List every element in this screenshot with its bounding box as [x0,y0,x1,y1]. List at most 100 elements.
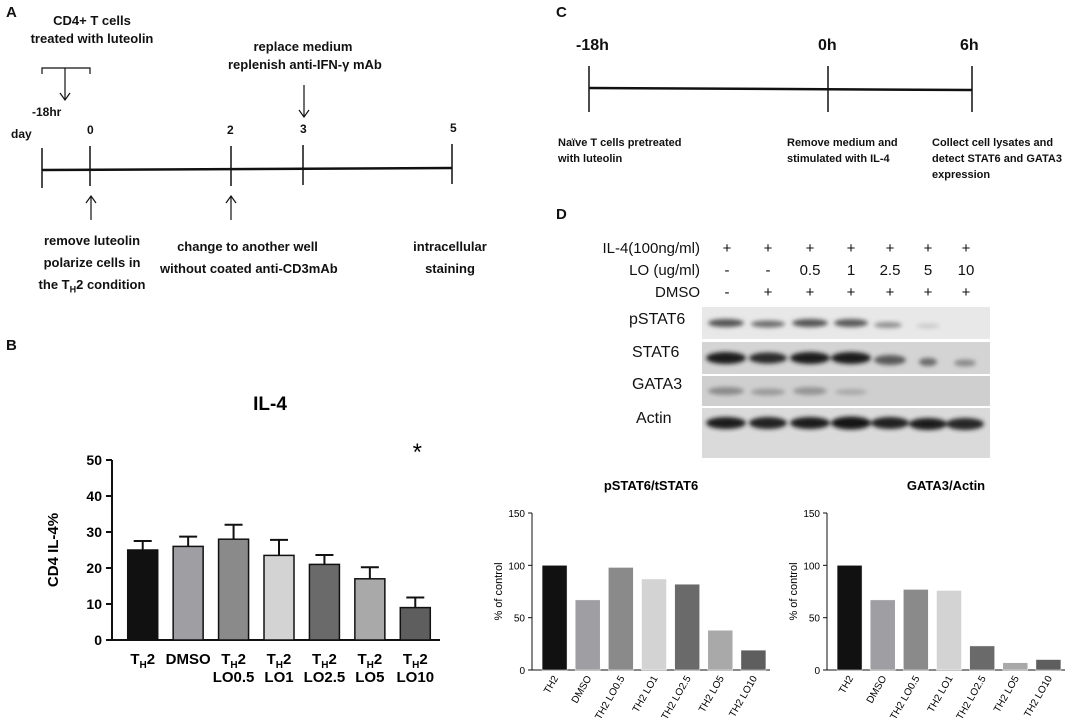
chart-il4-ytick-label: 10 [86,596,102,612]
chart-il4-xtick-main: T [403,651,412,668]
band-stat6-2 [749,352,787,364]
chart-il4-xtick-tail: 2 [147,651,155,668]
chart-gata3-bar [869,599,896,671]
a-change-label: change to another well without coated an… [160,236,338,280]
chart-il4-xtick-sub: H [412,660,419,671]
chart-gata3-xtick-label: TH2 LO0.5 [888,674,922,722]
chart-il4-xtick-main: DMSO [166,651,211,668]
a-remove-line2: polarize cells in [43,255,141,270]
chart-pstat6-bar [608,567,634,671]
chart-gata3-xtick-label: TH2 LO2.5 [955,674,989,722]
band-pstat6-6 [916,324,940,328]
chart-il4-xtick-label: TH2 [267,651,292,671]
chart-pstat6: pSTAT6/tSTAT6 0 50 100 150 % of control TH2 DMS… [493,478,770,722]
d-treatment-value: - [724,262,730,279]
d-treatment-value: 0.5 [799,262,821,279]
d-treatment-label: DMSO [655,284,700,301]
a-bracket [41,67,91,74]
chart-il4-ytick-label: 50 [86,452,102,468]
a-remove-label: remove luteolin polarize cells in the TH… [22,230,162,301]
chart-il4-xtick-tail: 2 [238,651,246,668]
chart-pstat6-bar [707,629,734,671]
band-pstat6-5 [874,322,902,328]
a-tick-5: 5 [450,121,457,135]
c-remove-label: Remove medium and stimulated with IL-4 [787,135,898,167]
a-remove-line3: the TH2 condition [22,274,162,301]
chart-pstat6-ytick-label: 150 [508,509,525,520]
a-intra-line1: intracellular [413,239,487,254]
chart-il4-ytick-label: 30 [86,524,102,540]
chart-il4-xtick-line2: LO0.5 [213,669,255,686]
c-remove-line2: stimulated with IL-4 [787,153,890,165]
a-arrow-up-2-head [225,194,237,204]
d-treatment-value: + [805,284,815,301]
chart-gata3-bar [936,590,962,671]
band-gata3-4 [835,389,867,395]
band-pstat6-3 [792,319,828,327]
chart-pstat6-xtick-label: TH2 LO0.5 [593,674,627,722]
chart-il4-xtick-sub: H [230,660,237,671]
chart-il4-ytick-label: 40 [86,488,102,504]
a-change-line1: change to another well [177,239,318,254]
chart-gata3-bar [1002,662,1029,671]
a-change-line2: without coated anti-CD3mAb [160,261,338,276]
a-replace-line1: replace medium [253,39,353,54]
chart-gata3-ytick-label: 50 [809,614,821,625]
chart-gata3-xtick-label: TH2 LO1 [926,674,956,715]
chart-pstat6-ytick-label: 100 [508,561,525,572]
band-actin-3 [790,417,830,429]
c-collect-line3: expression [932,169,991,181]
c-naive-line1: Naïve T cells pretreated [558,137,682,149]
panel-letter-c: C [556,4,567,21]
chart-gata3-xtick-label: DMSO [865,674,890,706]
a-day-label: day [11,127,32,141]
chart-il4-ylabel: CD4 IL-4% [45,513,62,587]
c-time-6: 6h [960,37,979,54]
c-time-0: 0h [818,37,837,54]
a-intra-line2: staining [425,261,475,276]
d-treatment-value: 1 [846,262,856,279]
a-tick-0: 0 [87,123,94,137]
chart-pstat6-xtick-label: TH2 LO1 [631,674,661,715]
d-treatment-value: 2.5 [879,262,901,279]
chart-pstat6-bar [674,583,700,671]
chart-il4-xtick-label: TH2 [357,651,382,671]
c-collect-label: Collect cell lysates and detect STAT6 an… [932,135,1062,183]
chart-gata3-ylabel: % of control [788,562,800,620]
chart-il4-xtick-tail: 2 [328,651,336,668]
d-treatment-value: + [885,284,895,301]
chart-il4-xtick-main: T [312,651,321,668]
chart-gata3-bar [836,565,863,671]
a-replace-label: replace medium replenish anti-IFN-γ mAb [228,38,382,74]
chart-il4-xtick-line2: LO1 [264,669,293,686]
c-timeline-svg [588,66,973,112]
d-treatment-value: + [763,284,773,301]
a-minus18: -18hr [32,105,62,119]
band-actin-7 [946,418,984,430]
chart-il4-title: IL-4 [253,394,287,415]
d-treatment-value: + [846,240,856,257]
c-collect-line1: Collect cell lysates and [932,137,1054,149]
band-stat6-1 [706,352,746,364]
band-stat6-7 [954,359,976,367]
chart-il4-bar [354,578,386,641]
a-arrow-up-1-head [85,194,97,204]
d-treatment-value: + [763,240,773,257]
panel-letter-a: A [6,4,17,21]
chart-il4-significance: * [413,439,422,466]
chart-pstat6-ylabel: % of control [493,562,505,620]
chart-gata3-ytick-label: 0 [814,666,820,677]
chart-pstat6-xtick-label: TH2 [542,674,561,696]
chart-il4-xtick-main: T [221,651,230,668]
a-arrow-down-1-head [59,92,71,102]
band-gata3-2 [751,388,785,396]
chart-il4-bar [217,538,250,641]
d-treatment-value: - [765,262,771,279]
band-stat6-5 [874,355,906,365]
chart-pstat6-ytick-label: 50 [514,614,526,625]
d-treatment-value: + [885,240,895,257]
band-gata3-1 [708,387,744,395]
chart-pstat6-xtick-label: TH2 LO10 [727,674,760,720]
d-treatment-value: + [805,240,815,257]
